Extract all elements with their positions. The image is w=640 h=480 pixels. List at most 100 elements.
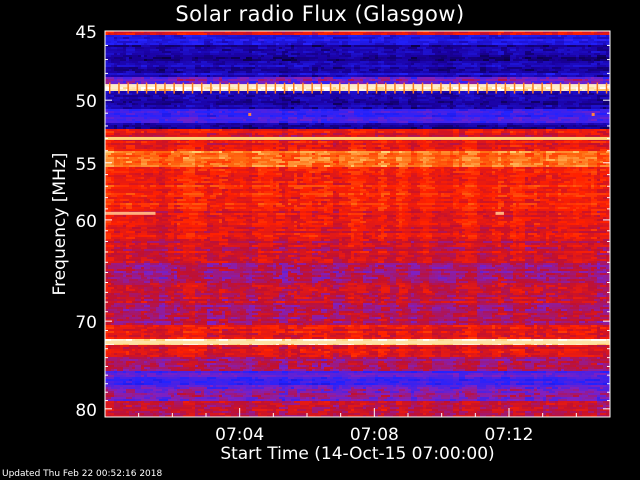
heatmap-cell — [198, 131, 202, 134]
heatmap-cell — [597, 109, 601, 112]
heatmap-cell — [525, 99, 529, 102]
heatmap-cell — [447, 141, 451, 144]
heatmap-cell — [444, 77, 448, 80]
heatmap-cell — [165, 119, 169, 122]
heatmap-cell — [441, 89, 451, 92]
heatmap-cell — [240, 107, 250, 110]
heatmap-cell — [342, 103, 349, 106]
heatmap-cell — [471, 75, 481, 78]
heatmap-cell — [606, 33, 610, 36]
heatmap-cell — [201, 53, 205, 56]
heatmap-cell — [276, 143, 283, 146]
heatmap-cell — [108, 109, 112, 112]
heatmap-cell — [120, 133, 127, 136]
heatmap-cell — [525, 57, 532, 60]
heatmap-cell — [258, 55, 262, 58]
heatmap-cell — [453, 129, 460, 132]
heatmap-cell — [249, 77, 256, 80]
heatmap-cell — [384, 49, 394, 52]
heatmap-cell — [480, 33, 490, 36]
heatmap-cell — [105, 33, 109, 36]
heatmap-cell — [510, 79, 517, 82]
heatmap-cell — [114, 31, 124, 34]
heatmap-cell — [348, 113, 355, 116]
heatmap-cell — [273, 75, 277, 78]
heatmap-cell — [414, 125, 421, 128]
heatmap-cell — [321, 133, 328, 136]
heatmap-cell — [270, 61, 280, 64]
heatmap-cell — [195, 45, 205, 48]
heatmap-cell — [255, 99, 259, 102]
heatmap-cell — [228, 71, 235, 74]
heatmap-cell — [603, 81, 607, 84]
heatmap-cell — [114, 117, 118, 120]
heatmap-cell — [204, 71, 211, 74]
heatmap-cell — [363, 75, 367, 78]
heatmap-cell — [552, 39, 556, 42]
heatmap-cell — [510, 69, 514, 72]
heatmap-cell — [267, 53, 274, 56]
heatmap-cell — [519, 37, 529, 40]
heatmap-cell — [135, 81, 142, 84]
heatmap-cell — [165, 47, 172, 50]
heatmap-cell — [135, 147, 145, 150]
heatmap-cell — [228, 87, 235, 90]
heatmap-cell — [363, 33, 370, 36]
heatmap-cell — [306, 111, 316, 114]
heatmap-cell — [300, 81, 304, 84]
heatmap-cell — [204, 59, 214, 62]
heatmap-cell — [582, 47, 586, 50]
heatmap-cell — [165, 43, 169, 46]
heatmap-cell — [402, 55, 406, 58]
heatmap-cell — [204, 147, 211, 150]
heatmap-cell — [216, 97, 220, 100]
heatmap-cell — [288, 39, 295, 42]
heatmap-cell — [132, 135, 136, 138]
heatmap-cell — [306, 147, 313, 150]
heatmap-cell — [231, 101, 235, 104]
heatmap-cell — [321, 109, 328, 112]
heatmap-cell — [492, 113, 499, 116]
heatmap-cell — [324, 131, 331, 134]
heatmap-cell — [249, 63, 256, 66]
heatmap-cell — [402, 89, 412, 92]
heatmap-cell — [498, 71, 508, 74]
heatmap-cell — [114, 37, 118, 40]
heatmap-cell — [405, 145, 412, 148]
heatmap-cell — [555, 111, 562, 114]
heatmap-cell — [573, 47, 583, 50]
heatmap-cell — [450, 37, 460, 40]
heatmap-cell — [291, 49, 295, 52]
heatmap-cell — [114, 147, 118, 150]
heatmap-cell — [192, 103, 202, 106]
heatmap-cell — [219, 89, 226, 92]
heatmap-cell — [405, 125, 415, 128]
heatmap-cell — [276, 53, 283, 56]
heatmap-cell — [444, 109, 454, 112]
heatmap-cell — [396, 65, 406, 68]
heatmap-cell — [351, 127, 355, 130]
heatmap-cell — [435, 71, 439, 74]
heatmap-cell — [300, 73, 307, 76]
heatmap-cell — [180, 75, 184, 78]
heatmap-cell — [471, 45, 478, 48]
heatmap-cell — [513, 69, 517, 72]
heatmap-cell — [291, 57, 295, 60]
heatmap-cell — [552, 129, 556, 132]
heatmap-cell — [435, 119, 445, 122]
heatmap-cell — [159, 119, 166, 122]
heatmap-cell — [366, 73, 373, 76]
heatmap-cell — [129, 31, 133, 34]
heatmap-cell — [471, 127, 478, 130]
heatmap-cell — [384, 89, 391, 92]
heatmap-cell — [219, 113, 229, 116]
heatmap-cell — [477, 39, 481, 42]
heatmap-cell — [348, 107, 352, 110]
heatmap-cell — [270, 99, 274, 102]
heatmap-cell — [210, 141, 214, 144]
heatmap-cell — [372, 63, 379, 66]
heatmap-cell — [543, 43, 553, 46]
heatmap-cell — [303, 69, 310, 72]
heatmap-cell — [501, 113, 505, 116]
heatmap-cell — [438, 65, 445, 68]
